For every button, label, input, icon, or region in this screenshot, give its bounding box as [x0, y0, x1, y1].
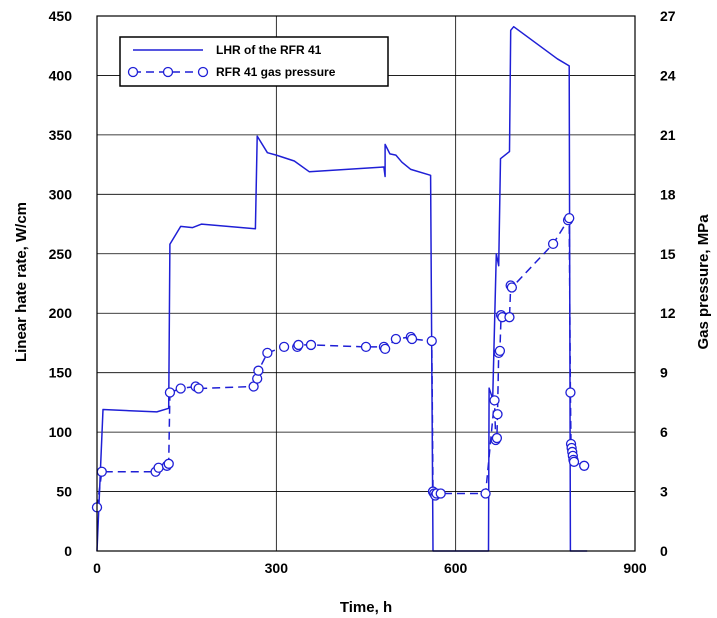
- series-1-point-39: [504, 312, 515, 323]
- y2-tick-label-0: 0: [660, 543, 668, 559]
- x-axis-title: Time, h: [340, 599, 392, 616]
- y2-tick-label-2: 6: [660, 424, 668, 440]
- series-1-point-23: [406, 333, 418, 345]
- series-1-point-36: [494, 345, 506, 357]
- y2-tick-label-9: 27: [660, 8, 676, 24]
- y-tick-label-9: 450: [49, 8, 73, 24]
- series-1-point-42: [547, 238, 559, 250]
- legend-marker-pressure-2: [162, 66, 174, 78]
- series-1-point-52: [579, 460, 590, 471]
- series-1-point-51: [568, 456, 580, 467]
- series-1-point-30: [480, 488, 491, 499]
- y-tick-label-4: 200: [49, 305, 73, 321]
- series-line-0: [96, 25, 588, 552]
- series-1-point-33: [491, 432, 503, 444]
- series-1-point-9: [193, 383, 204, 394]
- series-1-point-24: [426, 335, 437, 347]
- series-1-point-1: [96, 466, 107, 477]
- legend-label-pressure: RFR 41 gas pressure: [216, 65, 336, 79]
- y-tick-label-3: 150: [49, 365, 73, 381]
- series-1-point-45: [565, 387, 576, 398]
- series-1-point-14: [278, 341, 290, 353]
- series-1-point-7: [175, 383, 186, 394]
- series-1-point-17: [305, 339, 317, 351]
- y2-tick-label-1: 3: [660, 484, 668, 500]
- series-1-point-20: [379, 343, 391, 355]
- legend-marker-pressure-1: [127, 66, 139, 78]
- axis-ticks: 0 50 100 150 200 250 300 350 400 450 0 3 6 9 12 15 18 21 2…: [49, 8, 676, 576]
- legend-marker-pressure-3: [197, 66, 209, 78]
- series-1-point-3: [153, 462, 164, 473]
- series-1-point-21: [390, 333, 402, 345]
- legend-label-lhr: LHR of the RFR 41: [216, 43, 322, 57]
- series-1-point-12: [253, 365, 264, 376]
- y2-axis-title: Gas pressure, MPa: [695, 214, 712, 350]
- legend: LHR of the RFR 41 RFR 41 gas pressure: [119, 36, 389, 87]
- y-tick-label-2: 100: [49, 424, 73, 440]
- series-1-point-13: [262, 347, 273, 359]
- legend-box: [119, 36, 389, 87]
- y-axis-title: Linear hate rate, W/cm: [13, 202, 30, 362]
- y2-tick-label-6: 18: [660, 186, 676, 202]
- y2-tick-label-3: 9: [660, 365, 668, 381]
- series-layer: [91, 25, 590, 552]
- y-tick-label-5: 250: [49, 246, 73, 262]
- x-tick-label-3: 900: [623, 560, 647, 576]
- series-1-point-41: [506, 282, 518, 293]
- series-1-point-29: [435, 488, 446, 499]
- y-tick-label-0: 0: [64, 543, 72, 559]
- series-1-point-44: [564, 212, 575, 224]
- x-tick-label-1: 300: [265, 560, 289, 576]
- y-tick-label-7: 350: [49, 127, 73, 143]
- series-1-point-31: [489, 395, 500, 406]
- x-tick-label-2: 600: [444, 560, 468, 576]
- series-1-point-5: [163, 458, 174, 469]
- y2-tick-label-5: 15: [660, 246, 676, 262]
- y2-tick-label-8: 24: [660, 67, 676, 83]
- y-tick-label-6: 300: [49, 186, 73, 202]
- grid-lines: [96, 15, 636, 552]
- series-1-point-16: [293, 339, 304, 351]
- x-tick-label-0: 0: [93, 560, 101, 576]
- y2-tick-label-7: 21: [660, 127, 676, 143]
- series-1-point-6: [164, 387, 176, 398]
- series-1-point-34: [492, 409, 503, 420]
- y2-tick-label-4: 12: [660, 305, 676, 321]
- y-tick-label-8: 400: [49, 67, 73, 83]
- series-1-point-18: [360, 341, 372, 353]
- y-tick-label-1: 50: [56, 484, 72, 500]
- plot-frame: [96, 15, 636, 552]
